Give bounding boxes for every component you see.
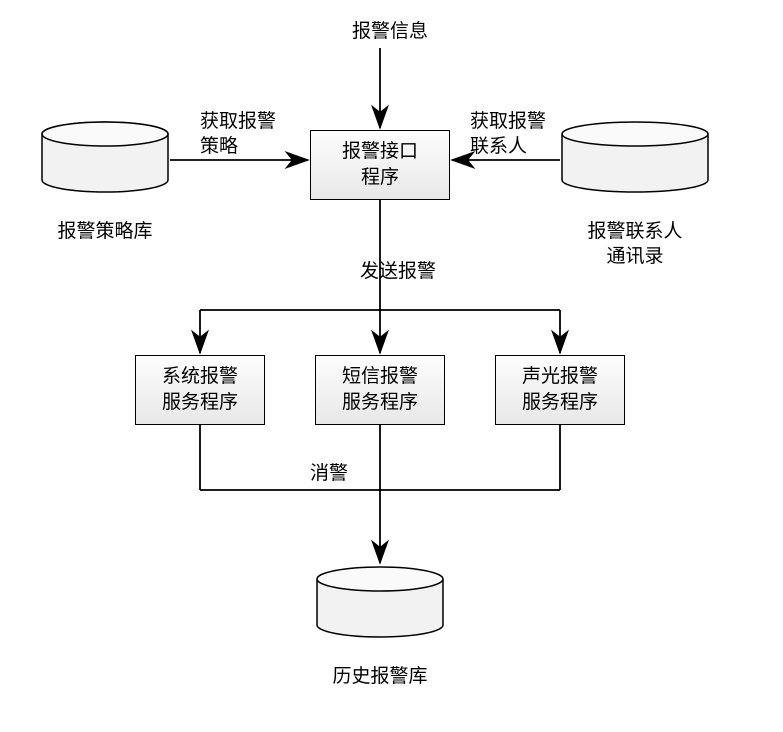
- send-alarm-label: 发送报警: [360, 260, 436, 285]
- diagram-canvas: 报警信息 报警接口 程序 报警策略库 报警联系人 通讯录 系统报警 服务程序 短…: [0, 0, 783, 732]
- interface-node: 报警接口 程序: [310, 130, 450, 200]
- svc-sms-node: 短信报警 服务程序: [315, 355, 445, 425]
- history-db-cylinder: [315, 565, 445, 650]
- history-db-caption: 历史报警库: [315, 665, 445, 690]
- get-policy-label: 获取报警 策略: [200, 110, 290, 159]
- policy-db-cylinder: [40, 120, 170, 205]
- contact-db-cylinder: [560, 120, 710, 205]
- svc-light-node: 声光报警 服务程序: [495, 355, 625, 425]
- interface-line1: 报警接口: [342, 139, 418, 165]
- alarm-info-label: 报警信息: [335, 20, 445, 45]
- clear-alarm-label: 消警: [310, 462, 348, 487]
- contact-db-caption: 报警联系人 通讯录: [558, 220, 712, 269]
- policy-db-caption: 报警策略库: [40, 220, 170, 245]
- interface-line2: 程序: [361, 165, 399, 191]
- svc-system-node: 系统报警 服务程序: [135, 355, 265, 425]
- get-contact-label: 获取报警 联系人: [470, 110, 560, 159]
